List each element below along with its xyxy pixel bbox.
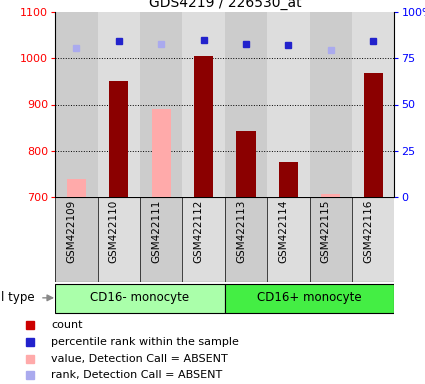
Text: GSM422110: GSM422110 xyxy=(109,200,119,263)
Bar xyxy=(140,12,182,197)
Text: GSM422113: GSM422113 xyxy=(236,200,246,263)
Bar xyxy=(140,197,182,282)
Bar xyxy=(225,197,267,282)
Text: GSM422114: GSM422114 xyxy=(278,200,289,263)
Text: CD16+ monocyte: CD16+ monocyte xyxy=(257,291,362,305)
Bar xyxy=(236,131,255,197)
Text: GSM422115: GSM422115 xyxy=(321,200,331,263)
Bar xyxy=(279,162,298,197)
Bar xyxy=(321,194,340,197)
Bar xyxy=(55,12,98,197)
Text: GSM422111: GSM422111 xyxy=(151,200,161,263)
Bar xyxy=(310,197,352,282)
Bar xyxy=(309,12,352,197)
Bar xyxy=(98,12,140,197)
Bar xyxy=(225,12,267,197)
Text: rank, Detection Call = ABSENT: rank, Detection Call = ABSENT xyxy=(51,371,222,381)
Text: GSM422116: GSM422116 xyxy=(363,200,373,263)
Text: CD16- monocyte: CD16- monocyte xyxy=(91,291,190,305)
Title: GDS4219 / 226530_at: GDS4219 / 226530_at xyxy=(148,0,301,10)
Bar xyxy=(352,197,394,282)
Bar xyxy=(55,197,98,282)
Bar xyxy=(352,12,394,197)
Text: GSM422112: GSM422112 xyxy=(194,200,204,263)
Bar xyxy=(194,56,213,197)
Bar xyxy=(267,197,309,282)
Bar xyxy=(182,197,225,282)
Text: GSM422109: GSM422109 xyxy=(66,200,76,263)
Bar xyxy=(225,284,394,313)
Bar xyxy=(152,109,171,197)
Text: percentile rank within the sample: percentile rank within the sample xyxy=(51,337,239,347)
Bar xyxy=(109,81,128,197)
Bar xyxy=(55,284,225,313)
Text: value, Detection Call = ABSENT: value, Detection Call = ABSENT xyxy=(51,354,228,364)
Bar xyxy=(182,12,225,197)
Bar xyxy=(267,12,309,197)
Bar xyxy=(364,73,383,197)
Bar xyxy=(67,179,86,197)
Text: cell type: cell type xyxy=(0,291,35,305)
Text: count: count xyxy=(51,320,82,330)
Bar xyxy=(98,197,140,282)
